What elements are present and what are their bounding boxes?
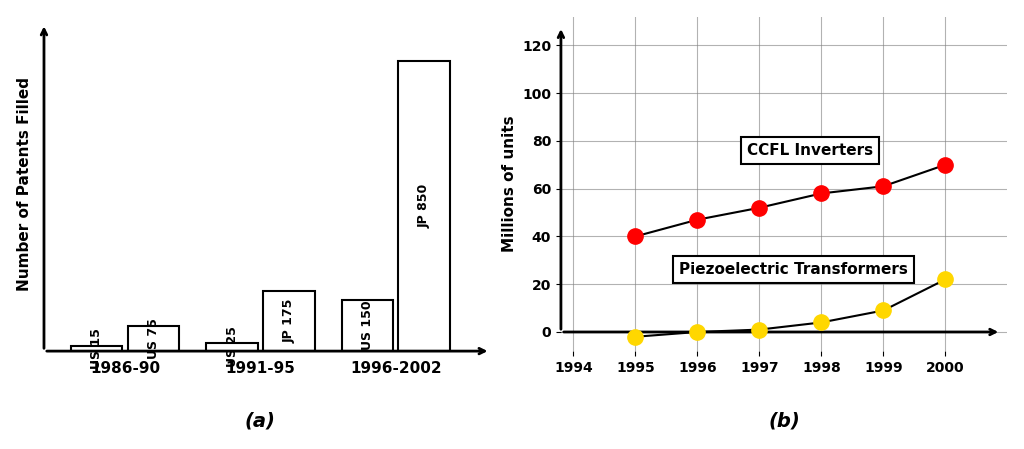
Bar (342, 300, 393, 351)
Text: CCFL Inverters: CCFL Inverters (746, 143, 873, 158)
Text: JP 175: JP 175 (283, 299, 295, 343)
Y-axis label: Millions of units: Millions of units (502, 115, 516, 252)
Text: US 25: US 25 (225, 326, 239, 367)
Text: (b): (b) (768, 411, 800, 430)
Bar (206, 343, 258, 351)
Bar (71, 346, 123, 351)
Text: JP 850: JP 850 (418, 184, 431, 228)
Y-axis label: Number of Patents Filled: Number of Patents Filled (16, 77, 32, 291)
Bar (398, 61, 450, 351)
Text: (a): (a) (245, 411, 275, 430)
Bar (128, 326, 179, 351)
Bar (263, 291, 314, 351)
Text: US 150: US 150 (360, 301, 374, 350)
Text: Piezoelectric Transformers: Piezoelectric Transformers (679, 262, 907, 277)
Text: US 15: US 15 (90, 328, 103, 369)
Text: US 75: US 75 (147, 318, 160, 359)
